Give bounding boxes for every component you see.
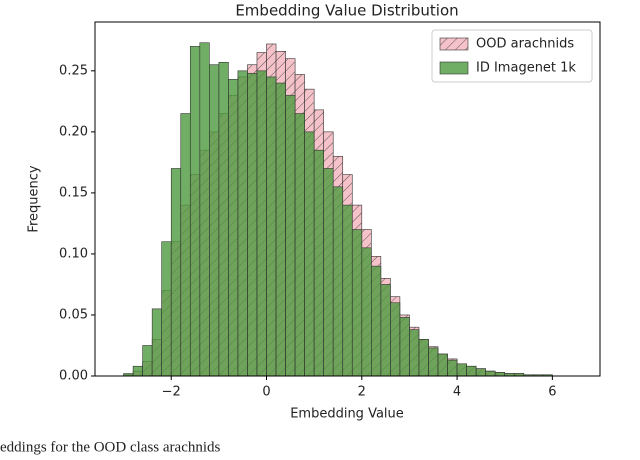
- plot-frame: [94, 21, 601, 377]
- y-tick-label: 0.00: [59, 369, 88, 384]
- bar: [475, 368, 486, 377]
- x-tick-label: −2: [162, 385, 181, 400]
- y-tick-label: 0.05: [59, 307, 88, 322]
- legend-box: [431, 29, 593, 83]
- y-tick-label: 0.15: [59, 185, 88, 200]
- bar: [294, 113, 305, 377]
- bar: [447, 359, 458, 377]
- bar: [399, 317, 410, 377]
- bar: [151, 308, 162, 377]
- bar: [428, 347, 439, 377]
- bar: [418, 339, 429, 377]
- y-tick-label: 0.25: [59, 63, 88, 78]
- x-tick-label: 6: [548, 385, 556, 400]
- bar: [161, 241, 172, 377]
- bar: [456, 363, 467, 377]
- bar: [218, 61, 229, 377]
- bar: [466, 365, 477, 377]
- bar: [437, 353, 448, 377]
- bar: [285, 94, 296, 377]
- y-tick-label: 0.20: [59, 124, 88, 139]
- x-tick-label: 2: [358, 385, 366, 400]
- bar: [332, 186, 344, 377]
- bar: [371, 265, 382, 377]
- bar: [199, 42, 210, 377]
- bar: [170, 168, 182, 377]
- x-tick-label: 0: [262, 385, 270, 400]
- bar: [247, 72, 258, 377]
- x-tick-label: 4: [453, 385, 461, 400]
- bar: [142, 345, 153, 377]
- bar: [266, 76, 277, 377]
- bar: [342, 204, 353, 377]
- bar: [361, 247, 372, 377]
- caption: eddings for the OOD class arachnids: [0, 439, 221, 455]
- bar: [351, 229, 363, 377]
- bar: [409, 329, 420, 377]
- bar: [485, 370, 496, 377]
- bar: [304, 131, 315, 377]
- bar: [132, 365, 143, 377]
- bar: [180, 113, 191, 377]
- x-axis-label: Embedding Value: [290, 407, 404, 422]
- y-axis-label: Frequency: [27, 165, 42, 232]
- legend-label: ID Imagenet 1k: [476, 61, 576, 76]
- bar: [380, 284, 391, 377]
- legend-swatch: [439, 61, 469, 75]
- bar: [313, 149, 324, 377]
- bar: [209, 64, 220, 377]
- bar: [390, 302, 401, 377]
- y-tick-label: 0.10: [59, 246, 88, 261]
- chart-title: Embedding Value Distribution: [235, 2, 458, 20]
- bar: [189, 46, 201, 377]
- bar: [494, 372, 506, 377]
- bar: [237, 70, 248, 377]
- bar: [256, 70, 267, 377]
- bar: [275, 82, 286, 377]
- legend-label: OOD arachnids: [476, 37, 574, 52]
- bar: [228, 79, 239, 377]
- legend-swatch-hatch: [440, 38, 468, 50]
- bar: [323, 168, 334, 377]
